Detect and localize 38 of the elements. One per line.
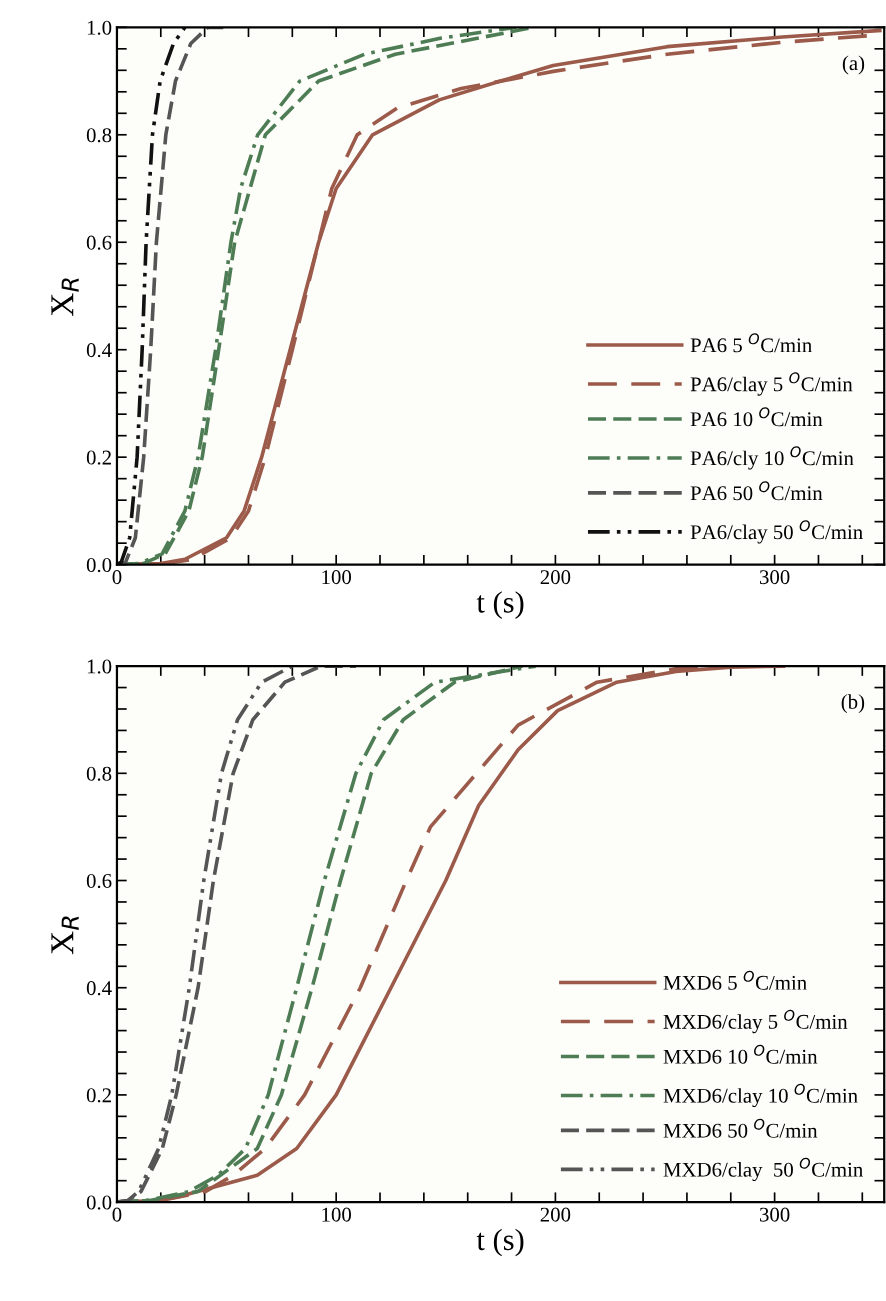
legend-label: MXD6 5 $^{O}$C/min [663, 970, 807, 990]
x-tick-label: 100 [322, 1207, 351, 1222]
y-tick-label: 0.0 [86, 558, 112, 573]
y-tick-label: 0.4 [86, 981, 112, 996]
x-tick-label: 300 [759, 1207, 790, 1222]
y-tick-label: 0.6 [86, 873, 112, 889]
legend-label: PA6/clay 5 $^{O}$C/min [690, 372, 853, 396]
y-tick-label: 0.8 [86, 766, 112, 781]
y-tick-label: 1.0 [87, 20, 112, 35]
x-tick-label: 0 [112, 570, 122, 585]
x-tick-label: 100 [322, 570, 351, 585]
y-tick-label: 0.0 [86, 1195, 112, 1210]
legend-label: MXD6/clay 50 $^{O}$C/min [663, 1157, 863, 1182]
legend-label: MXD6/clay 5 $^{O}$C/min [663, 1009, 848, 1034]
x-axis-title: t (s) [476, 591, 524, 619]
x-tick-label: 300 [759, 570, 790, 585]
y-tick-label: 0.2 [86, 450, 111, 465]
y-tick-label: 0.4 [86, 343, 112, 358]
annotation: (a) [842, 55, 865, 75]
y-axis-title: X$_{R}$ [51, 278, 79, 317]
annotation: (b) [841, 694, 865, 714]
legend-label: PA6 10 $^{O}$C/min [690, 407, 823, 427]
legend-label: MXD6 50 $^{O}$C/min [663, 1118, 818, 1138]
legend-label: PA6/cly 10 $^{O}$C/min [690, 446, 854, 470]
y-tick-label: 1.0 [87, 659, 112, 674]
y-tick-label: 0.6 [86, 235, 112, 250]
legend-label: MXD6 10 $^{O}$C/min [663, 1044, 818, 1064]
legend-label: PA6 50 $^{O}$C/min [690, 481, 823, 501]
y-axis-title: X$_{R}$ [51, 916, 79, 955]
x-tick-label: 200 [540, 570, 571, 585]
x-axis-title: t (s) [476, 1228, 524, 1257]
y-tick-label: 0.2 [86, 1088, 111, 1103]
legend-label: PA6 5 $^{O}$C/min [690, 333, 812, 353]
x-tick-label: 200 [540, 1207, 571, 1222]
y-tick-label: 0.8 [86, 128, 112, 143]
x-tick-label: 0 [112, 1207, 122, 1222]
legend-label: MXD6/clay 10 $^{O}$C/min [663, 1083, 858, 1108]
legend-label: PA6/clay 50 $^{O}$C/min [690, 520, 863, 544]
